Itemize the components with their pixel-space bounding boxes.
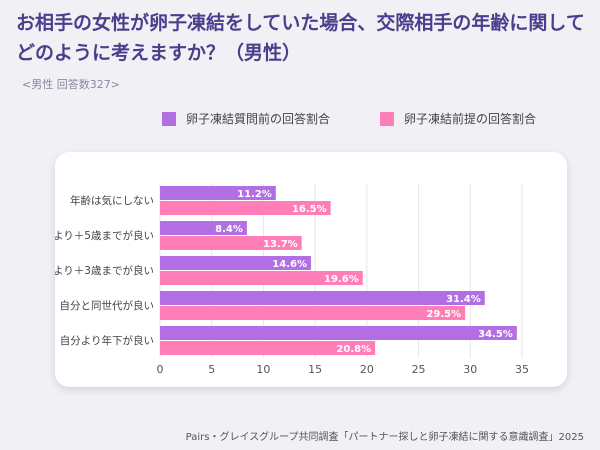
chart-subtitle: <男性 回答数327> — [22, 78, 120, 91]
bar-before — [160, 326, 517, 340]
x-tick-label: 5 — [208, 363, 215, 376]
x-tick-label: 25 — [412, 363, 426, 376]
data-label: 11.2% — [237, 189, 272, 200]
x-tick-label: 0 — [157, 363, 164, 376]
legend-swatch-after — [380, 111, 394, 126]
data-label: 20.8% — [336, 344, 371, 355]
legend-swatch-before — [162, 111, 176, 126]
x-tick-label: 30 — [463, 363, 477, 376]
data-label: 14.6% — [272, 259, 307, 270]
x-tick-label: 10 — [256, 363, 270, 376]
data-label: 13.7% — [263, 239, 298, 250]
x-tick-label: 20 — [360, 363, 374, 376]
bar-chart: 0 5 10 15 20 25 30 35 年齢は気にしない 11.2% 16.5% 自分より＋5歳ま… — [55, 184, 529, 376]
x-tick-label: 35 — [515, 363, 529, 376]
data-label: 34.5% — [478, 329, 513, 340]
category-label: 自分と同世代が良い — [60, 299, 155, 312]
category-label: 自分より＋5歳までが良い — [55, 229, 154, 242]
legend-label-before: 卵子凍結質問前の回答割合 — [186, 112, 331, 126]
bar-after — [160, 236, 302, 250]
bar-after — [160, 341, 376, 355]
bar-before — [160, 186, 276, 200]
bar-after — [160, 271, 363, 285]
data-label: 31.4% — [446, 294, 481, 305]
bar-before — [160, 256, 312, 270]
bar-before — [160, 221, 247, 235]
bar-before — [160, 291, 485, 305]
category-label: 自分より年下が良い — [60, 334, 154, 347]
data-label: 19.6% — [324, 274, 359, 285]
x-tick-label: 15 — [308, 363, 322, 376]
chart-title: お相手の女性が卵子凍結をしていた場合、交際相手の年齢に関してどのように考えますか… — [16, 12, 585, 64]
data-label: 29.5% — [426, 309, 461, 320]
bar-after — [160, 306, 466, 320]
legend-item-before: 卵子凍結質問前の回答割合 — [162, 110, 330, 127]
legend-label-after: 卵子凍結前提の回答割合 — [404, 112, 537, 126]
chart-card: 0 5 10 15 20 25 30 35 年齢は気にしない 11.2% 16.5% 自分より＋5歳ま… — [55, 152, 567, 387]
legend-item-after: 卵子凍結前提の回答割合 — [380, 110, 536, 127]
data-label: 16.5% — [292, 204, 327, 215]
category-label: 自分より＋3歳までが良い — [55, 264, 154, 277]
source-note: Pairs・グレイスグループ共同調査「パートナー探しと卵子凍結に関する意識調査」… — [185, 432, 584, 443]
bar-after — [160, 201, 331, 215]
category-label: 年齢は気にしない — [70, 194, 154, 207]
data-label: 8.4% — [215, 224, 243, 235]
